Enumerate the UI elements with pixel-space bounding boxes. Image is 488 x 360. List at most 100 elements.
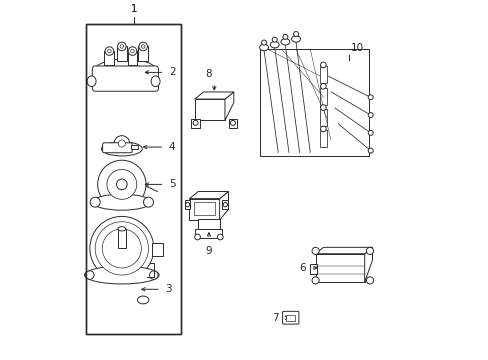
Bar — [198, 219, 219, 231]
Circle shape — [98, 160, 146, 208]
Bar — [320, 88, 326, 105]
Bar — [194, 202, 215, 215]
Text: 10: 10 — [350, 43, 364, 53]
Circle shape — [130, 49, 134, 53]
Text: 4: 4 — [168, 142, 175, 152]
Circle shape — [366, 247, 373, 255]
Ellipse shape — [291, 36, 300, 42]
Polygon shape — [219, 192, 228, 220]
Circle shape — [139, 42, 147, 51]
Circle shape — [114, 136, 129, 151]
Polygon shape — [315, 247, 372, 254]
Bar — [320, 130, 326, 148]
Circle shape — [105, 47, 113, 55]
Circle shape — [107, 49, 111, 53]
Circle shape — [118, 140, 125, 147]
Circle shape — [230, 120, 235, 125]
Ellipse shape — [270, 41, 279, 48]
Text: 6: 6 — [299, 263, 305, 273]
Text: 5: 5 — [168, 179, 175, 189]
Circle shape — [223, 203, 227, 207]
Polygon shape — [224, 92, 233, 120]
Text: 2: 2 — [168, 67, 175, 77]
Circle shape — [217, 234, 223, 240]
Circle shape — [367, 148, 372, 153]
Bar — [260, 49, 368, 156]
Circle shape — [193, 120, 198, 125]
Bar — [222, 201, 228, 209]
Polygon shape — [194, 92, 233, 99]
Circle shape — [116, 179, 127, 190]
Text: 7: 7 — [271, 313, 278, 323]
Ellipse shape — [92, 194, 151, 210]
Bar — [152, 243, 163, 256]
Text: 8: 8 — [205, 69, 212, 79]
Polygon shape — [189, 192, 228, 199]
Circle shape — [90, 216, 154, 280]
Polygon shape — [189, 199, 219, 220]
Circle shape — [120, 45, 123, 48]
Circle shape — [367, 95, 372, 100]
Circle shape — [102, 229, 141, 268]
Bar — [117, 46, 126, 61]
Ellipse shape — [259, 44, 268, 51]
Bar — [320, 66, 326, 84]
Polygon shape — [364, 247, 372, 282]
Circle shape — [283, 34, 287, 39]
Circle shape — [320, 105, 325, 111]
Bar — [130, 145, 138, 149]
Circle shape — [141, 45, 144, 48]
Ellipse shape — [84, 266, 159, 284]
Circle shape — [367, 113, 372, 118]
Circle shape — [90, 197, 100, 207]
Bar — [86, 24, 180, 334]
Bar — [191, 119, 200, 127]
Ellipse shape — [137, 296, 148, 304]
Ellipse shape — [94, 59, 156, 82]
Circle shape — [194, 234, 200, 240]
Circle shape — [85, 271, 94, 279]
Circle shape — [149, 271, 158, 279]
Text: 1: 1 — [131, 4, 137, 14]
Ellipse shape — [151, 76, 160, 87]
Circle shape — [293, 32, 298, 36]
Circle shape — [261, 40, 266, 45]
Circle shape — [128, 47, 137, 55]
Bar — [104, 51, 114, 65]
Bar — [310, 264, 316, 274]
FancyBboxPatch shape — [282, 311, 298, 324]
Bar — [195, 229, 222, 238]
Circle shape — [367, 130, 372, 135]
Bar — [184, 201, 190, 209]
Bar — [286, 315, 294, 320]
Polygon shape — [194, 99, 224, 120]
Circle shape — [320, 84, 325, 89]
Circle shape — [366, 277, 373, 284]
Text: 3: 3 — [165, 284, 171, 294]
Circle shape — [311, 277, 319, 284]
Circle shape — [185, 203, 189, 207]
Circle shape — [311, 247, 319, 255]
Bar — [86, 24, 180, 334]
FancyBboxPatch shape — [92, 66, 158, 91]
FancyBboxPatch shape — [102, 143, 132, 153]
Bar — [127, 51, 137, 65]
Ellipse shape — [118, 227, 125, 231]
Bar — [138, 46, 148, 61]
Circle shape — [117, 42, 126, 51]
Circle shape — [272, 37, 277, 42]
Ellipse shape — [101, 142, 142, 156]
Ellipse shape — [281, 39, 289, 45]
Polygon shape — [315, 254, 364, 282]
Bar — [320, 109, 326, 126]
Circle shape — [143, 197, 153, 207]
Text: 1: 1 — [131, 4, 137, 14]
Bar — [228, 119, 237, 127]
Circle shape — [320, 62, 325, 68]
Circle shape — [95, 222, 148, 275]
Circle shape — [320, 126, 325, 132]
Circle shape — [107, 170, 137, 199]
Text: 9: 9 — [205, 246, 212, 256]
Ellipse shape — [87, 76, 96, 87]
Bar — [117, 229, 126, 248]
